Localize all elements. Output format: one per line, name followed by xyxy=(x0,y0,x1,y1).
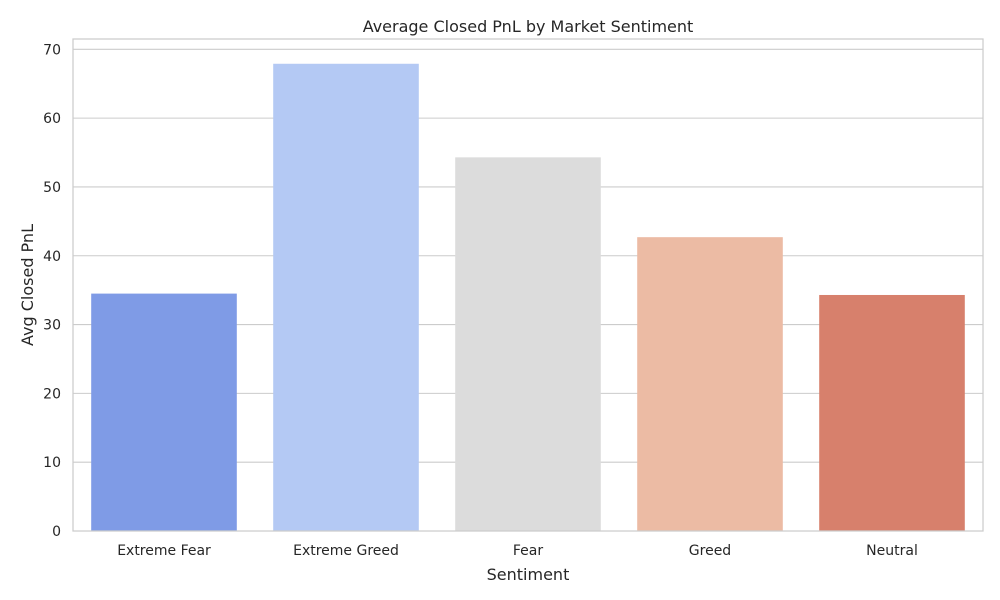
bars xyxy=(91,63,965,532)
chart-title: Average Closed PnL by Market Sentiment xyxy=(363,17,694,36)
y-tick-label: 60 xyxy=(43,111,61,127)
x-tick-label: Neutral xyxy=(866,543,918,559)
bar-extreme-fear xyxy=(91,293,237,531)
y-tick-label: 0 xyxy=(52,524,61,540)
x-tick-label: Fear xyxy=(513,543,543,559)
bar-extreme-greed xyxy=(273,63,419,531)
y-tick-label: 30 xyxy=(43,318,61,334)
y-axis-title: Avg Closed PnL xyxy=(18,224,37,346)
y-tick-label: 40 xyxy=(43,249,61,265)
y-tick-labels: 0 10 20 30 40 50 60 70 xyxy=(43,42,61,540)
bar-fear xyxy=(455,157,601,532)
x-tick-label: Greed xyxy=(689,543,731,559)
bar-neutral xyxy=(819,294,965,531)
x-tick-labels: Extreme Fear Extreme Greed Fear Greed Neutra… xyxy=(117,543,918,559)
plot-frame xyxy=(72,38,984,532)
bar-greed xyxy=(637,237,783,532)
x-tick-label: Extreme Greed xyxy=(293,543,399,559)
x-tick-label: Extreme Fear xyxy=(117,543,211,559)
y-tick-label: 20 xyxy=(43,386,61,402)
y-tick-label: 50 xyxy=(43,180,61,196)
y-tick-label: 70 xyxy=(43,42,61,58)
y-tick-label: 10 xyxy=(43,455,61,471)
x-axis-title: Sentiment xyxy=(487,565,570,584)
